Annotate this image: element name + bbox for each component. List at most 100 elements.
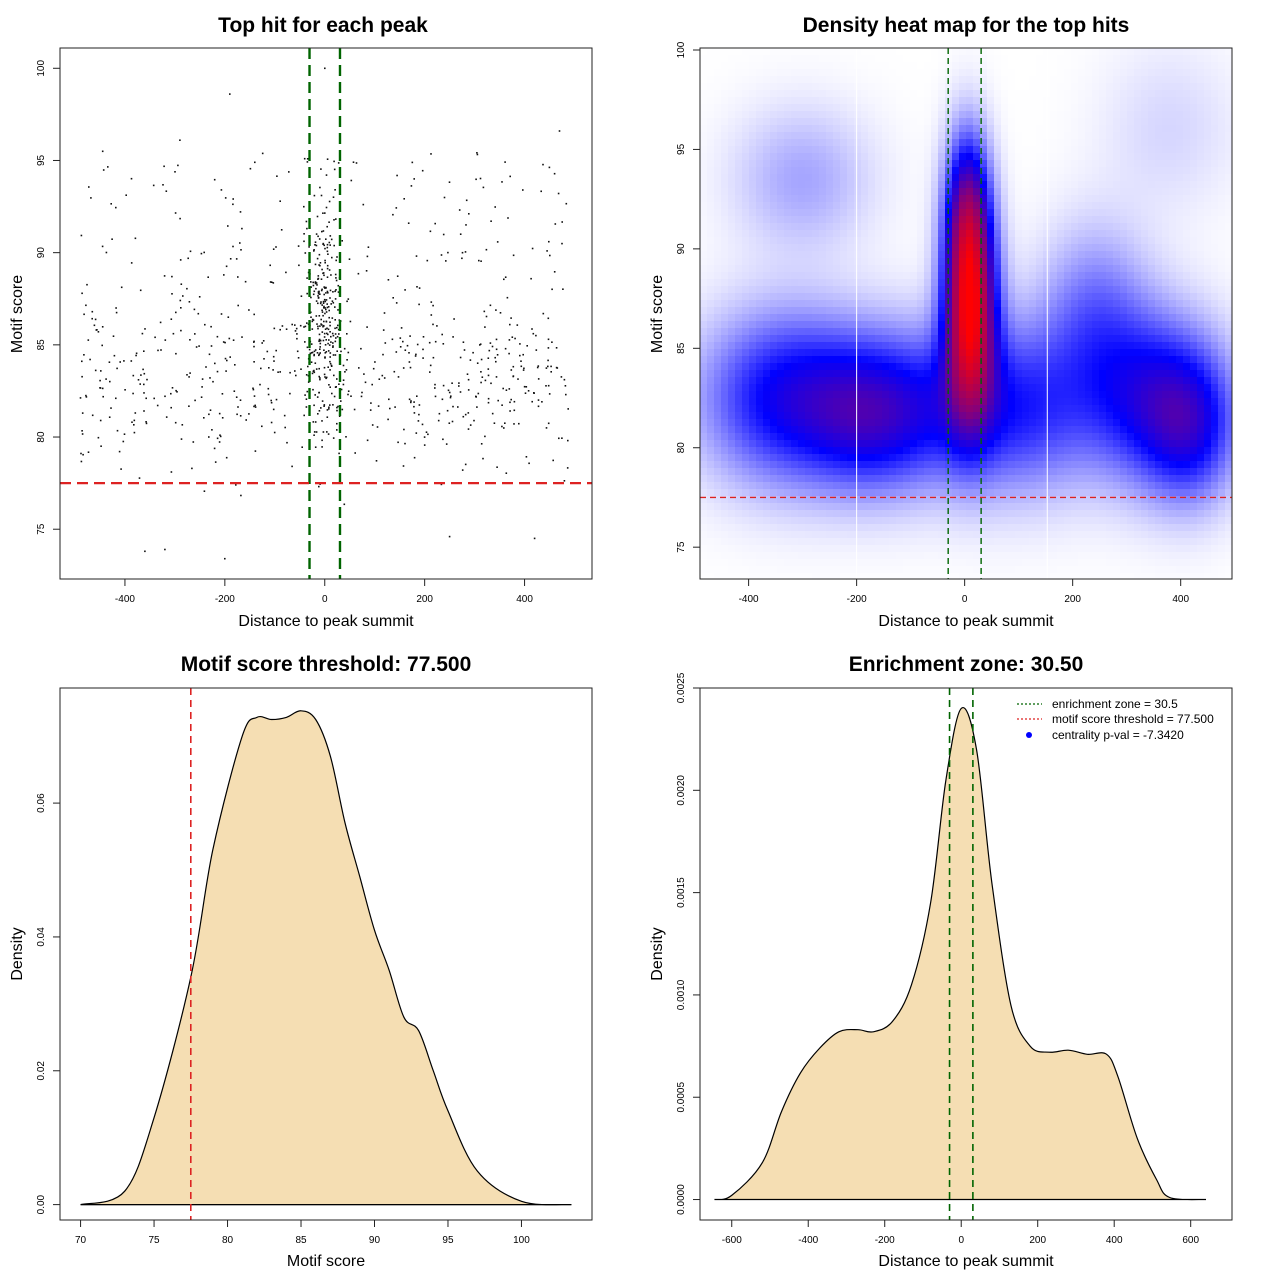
scatter-point [360,347,362,350]
heatmap-cell [952,356,960,364]
heatmap-cell [875,335,883,343]
heatmap-cell [1050,195,1058,203]
scatter-point [300,295,303,297]
heatmap-cell [812,237,820,245]
scatter-point [209,409,212,411]
scatter-point [321,268,323,271]
heatmap-cell [721,321,729,329]
heatmap-cell [980,398,988,406]
scatter-point [480,381,482,384]
heatmap-cell [931,433,939,441]
heatmap-cell [861,69,869,77]
heatmap-cell [784,335,792,343]
scatter-point [225,370,227,372]
scatter-point [270,281,273,283]
heatmap-cell [973,202,981,210]
scatter-point [260,367,262,370]
heatmap-cell [917,160,925,168]
scatter-point [443,196,446,199]
heatmap-cell [805,48,813,56]
scatter-point [175,389,177,392]
heatmap-cell [700,293,708,301]
heatmap-cell [938,377,946,385]
heatmap-cell [756,174,764,182]
scatter-point [86,283,88,286]
heatmap-cell [994,384,1002,392]
heatmap-cell [903,314,911,322]
heatmap-cell [973,440,981,448]
scatter-point [279,328,281,331]
heatmap-cell [735,118,743,126]
heatmap-cell [980,55,988,63]
heatmap-cell [882,482,890,490]
heatmap-cell [833,559,841,567]
heatmap-cell [798,76,806,84]
heatmap-cell [791,475,799,483]
heatmap-cell [1043,181,1051,189]
heatmap-cell [805,447,813,455]
heatmap-cell [770,454,778,462]
heatmap-cell [791,69,799,77]
heatmap-cell [840,545,848,553]
scatter-point [321,230,323,233]
scatter-point [415,255,418,257]
heatmap-cell [938,468,946,476]
heatmap-cell [1015,139,1023,147]
heatmap-cell [861,496,869,504]
scatter-point [533,392,535,394]
heatmap-cell [763,216,771,224]
heatmap-cell [1057,482,1065,490]
scatter-point [448,422,451,424]
heatmap-cell [994,482,1002,490]
heatmap-cell [896,209,904,217]
heatmap-cell [749,538,757,546]
heatmap-cell [945,104,953,112]
heatmap-cell [1029,265,1037,273]
heatmap-cell [1001,433,1009,441]
heatmap-cell [1015,272,1023,280]
heatmap-cell [819,279,827,287]
heatmap-cell [1001,286,1009,294]
heatmap-cell [714,244,722,252]
heatmap-cell [1057,104,1065,112]
scatter-point [323,373,326,376]
heatmap-cell [882,349,890,357]
heatmap-cell [749,370,757,378]
scatter-point [321,324,323,326]
scatter-point [237,304,239,307]
heatmap-cell [980,230,988,238]
heatmap-cell [952,433,960,441]
heatmap-cell [791,545,799,553]
heatmap-cell [819,314,827,322]
heatmap-cell [784,244,792,252]
scatter-point [311,318,314,321]
heatmap-cell [966,160,974,168]
heatmap-cell [917,167,925,175]
scatter-point [253,313,255,316]
heatmap-cell [721,111,729,119]
heatmap-cell [784,167,792,175]
heatmap-cell [847,573,855,580]
heatmap-cell [840,251,848,259]
scatter-point [361,391,363,394]
heatmap-cell [763,160,771,168]
heatmap-cell [903,104,911,112]
scatter-point [317,292,320,295]
heatmap-cell [952,328,960,336]
heatmap-cell [959,167,967,175]
heatmap-cell [805,307,813,315]
heatmap-cell [833,307,841,315]
heatmap-cell [707,132,715,140]
heatmap-cell [1057,433,1065,441]
heatmap-cell [819,356,827,364]
scatter-point [326,303,328,305]
heatmap-cell [805,391,813,399]
heatmap-cell [854,314,862,322]
heatmap-cell [910,377,918,385]
heatmap-cell [847,321,855,329]
scatter-point [550,371,552,373]
heatmap-cell [1015,160,1023,168]
heatmap-cell [819,384,827,392]
heatmap-cell [980,300,988,308]
heatmap-cell [777,538,785,546]
